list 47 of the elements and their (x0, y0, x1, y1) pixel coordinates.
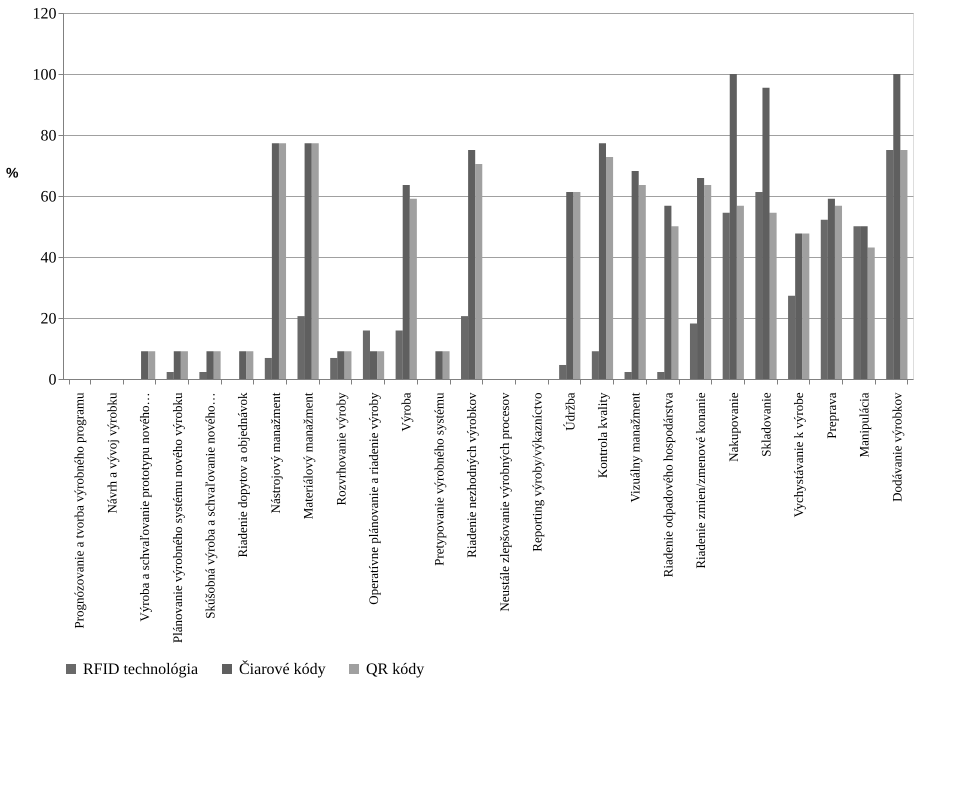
x-tick-label: Výroba a schvaľovanie prototypu nového… (137, 392, 152, 622)
x-tick-label: Rozvrhovanie výroby (333, 392, 348, 506)
x-tick-label: Materiálový manažment (300, 392, 316, 520)
x-tick-label: Skladovanie (758, 392, 774, 457)
bar (148, 351, 156, 379)
x-tick-label: Údržba (562, 392, 578, 431)
x-tick-label: Preprava (824, 392, 839, 439)
x-tick-label: Riadenie dopytov a objednávok (235, 392, 250, 558)
x-tick-label: Vizuálny manažment (628, 392, 643, 503)
x-tick-label: Návrh a vývoj výrobku (104, 392, 120, 514)
y-tick-label: 120 (32, 6, 56, 22)
x-tick-label: Nástrojový manažment (268, 392, 283, 514)
y-tick-label: 0 (48, 372, 56, 388)
legend-label: RFID technológia (83, 661, 198, 678)
x-tick-label: Skúšobná výroba a schvaľovanie nového… (202, 392, 218, 619)
x-tick-label: Nakupovanie (726, 392, 741, 462)
x-tick-label: Kontrola kvality (594, 392, 610, 478)
legend-label: Čiarové kódy (239, 660, 326, 678)
x-tick-label: Plánovanie výrobného systému nového výrobku (170, 392, 185, 644)
x-tick-label: Prognózovanie a tvorba výrobného programu (72, 392, 87, 629)
y-tick-label: 80 (40, 128, 56, 144)
x-tick-label: Pretypovanie výrobného systému (431, 392, 446, 566)
y-tick-label: 40 (40, 250, 56, 266)
x-tick-label: Riadenie zmien/zmenové konanie (693, 392, 708, 569)
bar (435, 351, 442, 379)
y-tick-label: 60 (40, 188, 56, 206)
y-tick-label: 100 (32, 66, 56, 84)
x-tick-label: Dodávanie výrobkov (889, 392, 904, 502)
x-tick-label: Vychystávanie k výrobe (791, 392, 806, 518)
bar (442, 351, 450, 379)
bar (239, 351, 246, 379)
bar (180, 351, 188, 379)
bar (214, 351, 221, 379)
x-tick-label: Neustále zlepšovanie výrobných procesov (496, 392, 512, 612)
legend-label: QR kódy (366, 661, 424, 678)
x-tick-label: Riadenie odpadového hospodárstva (660, 392, 676, 578)
x-tick-label: Manipulácia (856, 392, 872, 458)
x-tick-label: Výroba (398, 392, 414, 432)
y-axis-title: % (6, 164, 20, 180)
x-tick-label: Reporting výroby/výkazníctvo (530, 392, 545, 552)
bar (344, 351, 352, 379)
bar (141, 351, 148, 379)
y-tick-label: 20 (40, 310, 56, 328)
x-tick-label: Riadenie nezhodných výrobkov (464, 392, 480, 558)
x-tick-label: Operatívne plánovanie a riadenie výroby (366, 392, 382, 605)
bar (246, 351, 254, 379)
bar (377, 351, 384, 379)
